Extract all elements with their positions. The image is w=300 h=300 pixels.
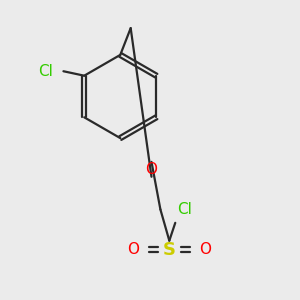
Text: Cl: Cl bbox=[177, 202, 192, 217]
Text: O: O bbox=[199, 242, 211, 257]
Text: Cl: Cl bbox=[38, 64, 53, 79]
Text: S: S bbox=[163, 241, 176, 259]
Text: O: O bbox=[146, 162, 158, 177]
Text: O: O bbox=[128, 242, 140, 257]
